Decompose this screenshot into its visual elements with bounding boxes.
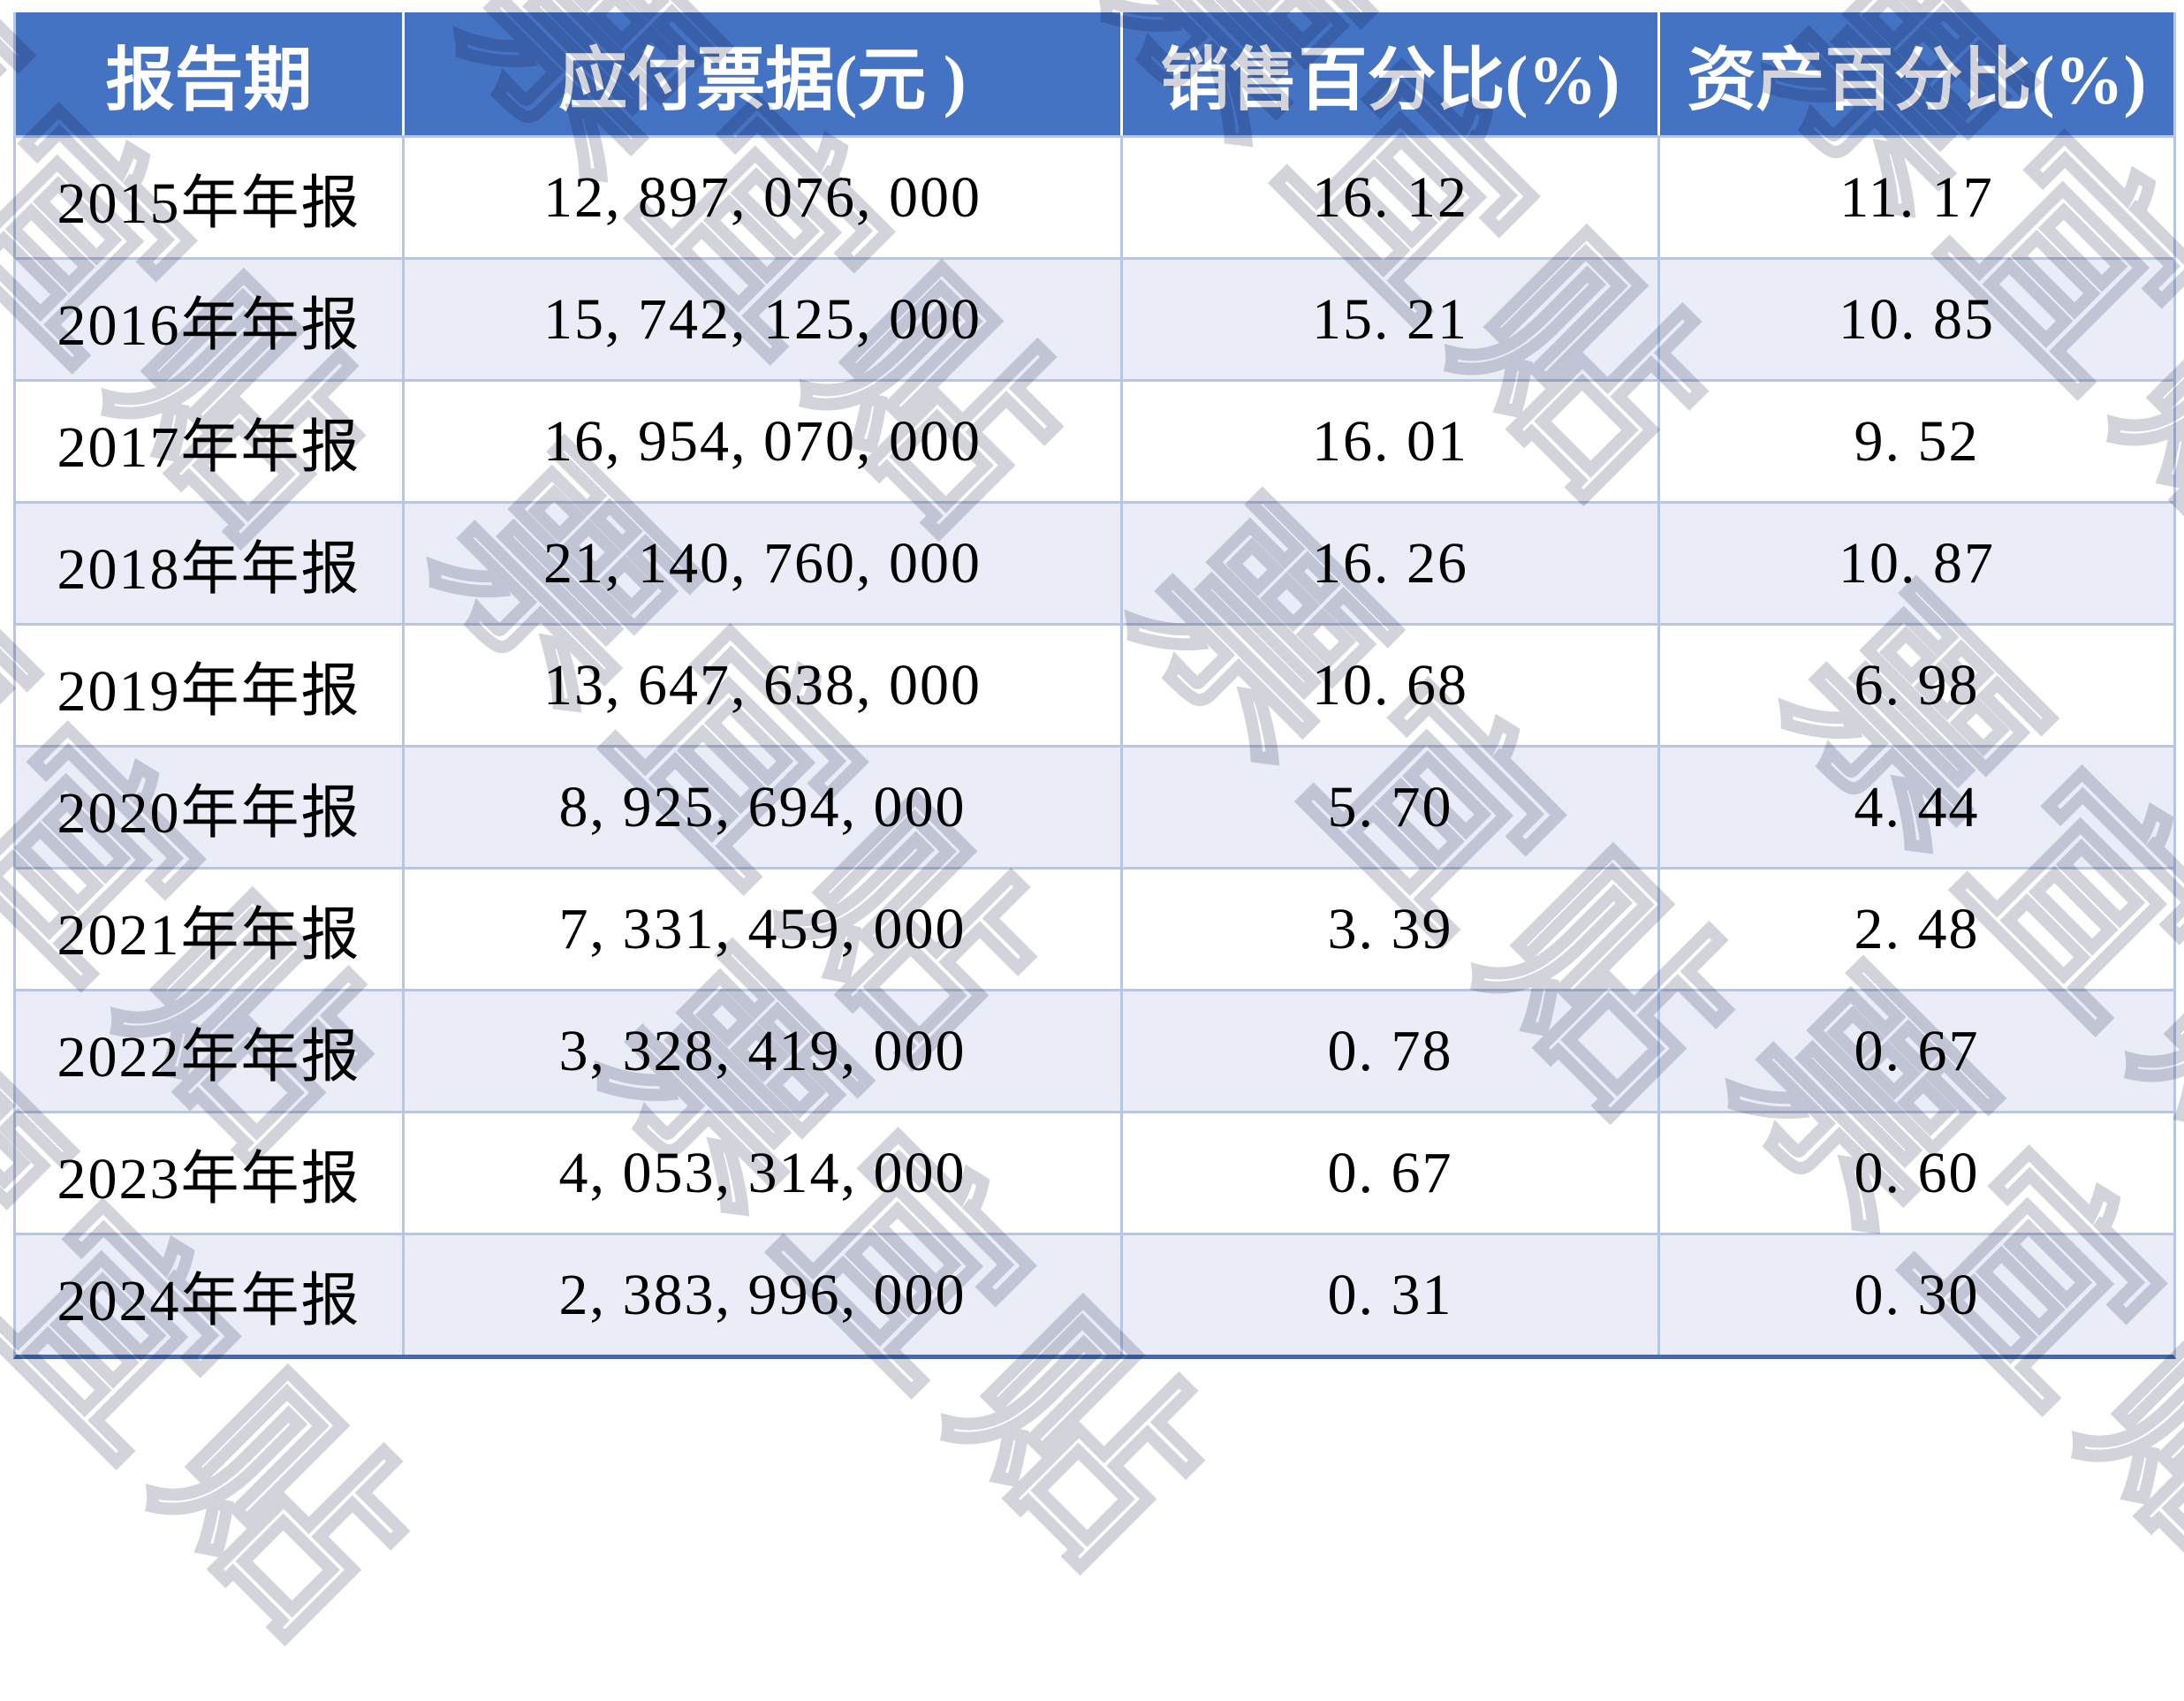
assets-pct-cell: 4. 44 xyxy=(1660,745,2173,867)
notes-payable-cell: 7, 331, 459, 000 xyxy=(405,867,1123,989)
sales-pct-cell: 0. 78 xyxy=(1123,989,1660,1111)
assets-pct-cell: 10. 85 xyxy=(1660,257,2173,379)
notes-payable-cell: 3, 328, 419, 000 xyxy=(405,989,1123,1111)
sales-pct-cell: 15. 21 xyxy=(1123,257,1660,379)
notes-payable-cell: 13, 647, 638, 000 xyxy=(405,623,1123,745)
period-cell: 2018年年报 xyxy=(16,501,405,623)
sales-pct-cell: 16. 01 xyxy=(1123,379,1660,501)
assets-pct-cell: 0. 67 xyxy=(1660,989,2173,1111)
sales-pct-cell: 3. 39 xyxy=(1123,867,1660,989)
col-header-assets-pct: 资产百分比(%) xyxy=(1660,12,2173,135)
notes-payable-table: 报告期 应付票据(元 ) 销售百分比(%) 资产百分比(%) 2015年年报 1… xyxy=(13,12,2176,1359)
period-cell: 2021年年报 xyxy=(16,867,405,989)
assets-pct-cell: 0. 30 xyxy=(1660,1233,2173,1355)
period-cell: 2016年年报 xyxy=(16,257,405,379)
period-cell: 2017年年报 xyxy=(16,379,405,501)
period-cell: 2024年年报 xyxy=(16,1233,405,1355)
period-cell: 2015年年报 xyxy=(16,135,405,257)
assets-pct-cell: 10. 87 xyxy=(1660,501,2173,623)
notes-payable-cell: 2, 383, 996, 000 xyxy=(405,1233,1123,1355)
assets-pct-cell: 9. 52 xyxy=(1660,379,2173,501)
assets-pct-cell: 2. 48 xyxy=(1660,867,2173,989)
assets-pct-cell: 6. 98 xyxy=(1660,623,2173,745)
period-cell: 2022年年报 xyxy=(16,989,405,1111)
notes-payable-cell: 12, 897, 076, 000 xyxy=(405,135,1123,257)
notes-payable-cell: 16, 954, 070, 000 xyxy=(405,379,1123,501)
col-header-sales-pct: 销售百分比(%) xyxy=(1123,12,1660,135)
col-header-period: 报告期 xyxy=(16,12,405,135)
col-header-notes-payable: 应付票据(元 ) xyxy=(405,12,1123,135)
assets-pct-cell: 0. 60 xyxy=(1660,1111,2173,1233)
sales-pct-cell: 5. 70 xyxy=(1123,745,1660,867)
sales-pct-cell: 0. 31 xyxy=(1123,1233,1660,1355)
period-cell: 2020年年报 xyxy=(16,745,405,867)
sales-pct-cell: 16. 12 xyxy=(1123,135,1660,257)
notes-payable-cell: 8, 925, 694, 000 xyxy=(405,745,1123,867)
period-cell: 2019年年报 xyxy=(16,623,405,745)
sales-pct-cell: 0. 67 xyxy=(1123,1111,1660,1233)
sales-pct-cell: 16. 26 xyxy=(1123,501,1660,623)
notes-payable-cell: 21, 140, 760, 000 xyxy=(405,501,1123,623)
sales-pct-cell: 10. 68 xyxy=(1123,623,1660,745)
assets-pct-cell: 11. 17 xyxy=(1660,135,2173,257)
period-cell: 2023年年报 xyxy=(16,1111,405,1233)
notes-payable-cell: 15, 742, 125, 000 xyxy=(405,257,1123,379)
notes-payable-cell: 4, 053, 314, 000 xyxy=(405,1111,1123,1233)
